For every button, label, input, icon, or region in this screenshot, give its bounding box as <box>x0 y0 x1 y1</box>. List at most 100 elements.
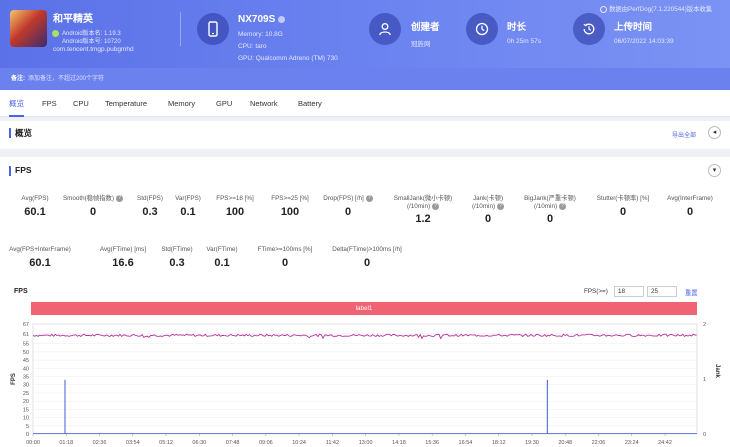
collapse-left-icon[interactable]: ◂ <box>708 126 721 139</box>
stat-r2-2: Std(FTime) 0.3 <box>132 246 222 269</box>
creator-value: 冠旌网 <box>411 41 431 48</box>
stat-r1-10: Stutter(卡顿率) [%] 0 <box>578 195 668 218</box>
tab-network[interactable]: Network <box>250 99 278 108</box>
stat-label: Var(FPS) <box>175 195 201 202</box>
stat-value: 16.6 <box>112 256 134 269</box>
chart-title: FPS <box>14 288 28 295</box>
stat-label: Smooth(稳帧指数)? <box>48 195 138 203</box>
stat-label: Var(FTime) <box>206 246 238 253</box>
stat-r2-4: FTime>=100ms [%] 0 <box>240 246 330 269</box>
info-icon[interactable] <box>278 15 286 23</box>
stat-value: 0.1 <box>180 205 196 218</box>
label-bar[interactable]: label1 <box>31 302 697 315</box>
app-name: 和平精英 <box>53 14 93 25</box>
stat-r1-4: FPS>=18 [%] 100 <box>190 195 280 218</box>
stat-value: 0 <box>484 213 492 226</box>
device-gpu: GPU: Qualcomm Adreno (TM) 730 <box>238 55 338 62</box>
help-icon[interactable]: ? <box>497 202 505 210</box>
stat-value: 0.3 <box>142 205 158 218</box>
tab-overview[interactable]: 概览 <box>9 90 24 117</box>
fps-section-title: FPS <box>15 165 32 175</box>
help-icon[interactable]: ? <box>116 195 124 202</box>
stat-value: 60.1 <box>29 256 51 269</box>
stat-label: Avg(FPS+InterFrame) <box>9 246 71 253</box>
stat-value: 0 <box>546 213 554 226</box>
stat-value: 0 <box>89 205 97 218</box>
stat-label: Avg(FTime) [ms] <box>99 246 147 253</box>
tab-bar: 概览 FPS CPU Temperature Memory GPU Networ… <box>0 90 730 117</box>
phone-icon <box>197 13 229 45</box>
stat-r2-5: Delta(FTime)>100ms [/h] 0 <box>322 246 412 269</box>
collapse-down-icon[interactable]: ▾ <box>708 164 721 177</box>
duration-title: 时长 <box>507 22 527 33</box>
reset-button[interactable]: 重置 <box>685 290 698 297</box>
help-icon[interactable]: ? <box>365 195 373 202</box>
stat-r1-2: Std(FPS) 0.3 <box>105 195 195 218</box>
report-header: 和平精英 Android版本名: 1.19.3 Android版本号: 1072… <box>0 0 730 68</box>
stat-r2-3: Var(FTime) 0.1 <box>177 246 267 269</box>
fps-threshold-low-input[interactable]: 18 <box>614 286 644 297</box>
stat-label: Jank(卡顿) (/10min)? <box>471 195 505 210</box>
package-name: com.tencent.tmgp.pubgmhd <box>53 46 134 53</box>
device-memory: Memory: 10.8G <box>238 31 283 38</box>
stat-label: FTime>=100ms [%] <box>257 246 313 253</box>
remark-label: 备注: <box>11 76 25 82</box>
fps-threshold-label: FPS(>=) <box>584 288 608 295</box>
stat-label: SmallJank(微小卡顿) (/10min)? <box>393 195 453 210</box>
stat-r1-0: Avg(FPS) 60.1 <box>0 195 80 218</box>
perfdog-note: 数据由PerfDog(7.1.220544)版本收集 <box>600 4 712 13</box>
stat-label: Avg(FPS) <box>21 195 49 202</box>
help-icon[interactable] <box>600 5 608 13</box>
export-all-link[interactable]: 导出全部 <box>672 133 697 139</box>
tab-cpu[interactable]: CPU <box>73 99 89 108</box>
stat-value: 0 <box>619 205 627 218</box>
divider <box>180 12 181 46</box>
stat-r2-0: Avg(FPS+InterFrame) 60.1 <box>0 246 85 269</box>
stat-label: FPS>=25 [%] <box>271 195 309 202</box>
stat-value: 1.2 <box>415 213 431 226</box>
upload-value: 06/07/2022 14:03:39 <box>614 38 674 45</box>
stat-r2-1: Avg(FTime) [ms] 16.6 <box>78 246 168 269</box>
tab-battery[interactable]: Battery <box>298 99 322 108</box>
overview-title: 概览 <box>15 128 33 138</box>
section-marker <box>9 166 11 176</box>
stat-value: 0 <box>686 205 694 218</box>
stat-r1-6: Drop(FPS) [/h]? 0 <box>303 195 393 218</box>
device-model: NX709S <box>238 14 286 25</box>
overview-section <box>0 121 730 149</box>
stat-value: 0 <box>363 256 371 269</box>
android-icon <box>52 30 59 37</box>
device-cpu: CPU: taro <box>238 43 267 50</box>
tab-memory[interactable]: Memory <box>168 99 196 108</box>
remark-input[interactable]: 添加备注，不超过200个字符 <box>28 76 105 82</box>
help-icon[interactable]: ? <box>432 202 440 210</box>
stat-value: 0 <box>344 205 352 218</box>
fps-threshold-high-input[interactable]: 25 <box>647 286 677 297</box>
remark-bar[interactable]: 备注: 添加备注，不超过200个字符 <box>0 68 730 90</box>
help-icon[interactable]: ? <box>559 202 567 210</box>
android-version-code: Android版本号: 10720 <box>62 39 121 45</box>
android-version-name: Android版本名: 1.19.3 <box>62 31 121 37</box>
creator-title: 创建者 <box>411 22 440 33</box>
tab-temperature[interactable]: Temperature <box>105 99 148 108</box>
stat-value: 0.1 <box>214 256 230 269</box>
stat-label: FPS>=18 [%] <box>216 195 254 202</box>
duration-value: 0h 25m 57s <box>507 38 541 45</box>
stat-r1-8: Jank(卡顿) (/10min)? 0 <box>443 195 533 225</box>
tab-gpu[interactable]: GPU <box>216 99 233 108</box>
clock-icon <box>466 13 498 45</box>
stat-value: 0 <box>281 256 289 269</box>
stat-label: Std(FPS) <box>137 195 163 202</box>
stat-label: Avg(InterFrame) <box>667 195 713 202</box>
stat-label: Delta(FTime)>100ms [/h] <box>332 246 402 253</box>
stat-r1-11: Avg(InterFrame) 0 <box>645 195 730 218</box>
stat-label: Stutter(卡顿率) [%] <box>596 195 650 202</box>
upload-title: 上传时间 <box>614 22 653 33</box>
stat-r1-9: BigJank(严重卡顿) (/10min)? 0 <box>505 195 595 225</box>
stat-value: 100 <box>225 205 245 218</box>
history-icon <box>573 13 605 45</box>
tab-fps[interactable]: FPS <box>42 99 57 108</box>
section-marker <box>9 128 11 138</box>
stat-label: BigJank(严重卡顿) (/10min)? <box>524 195 576 210</box>
stat-value: 100 <box>280 205 300 218</box>
